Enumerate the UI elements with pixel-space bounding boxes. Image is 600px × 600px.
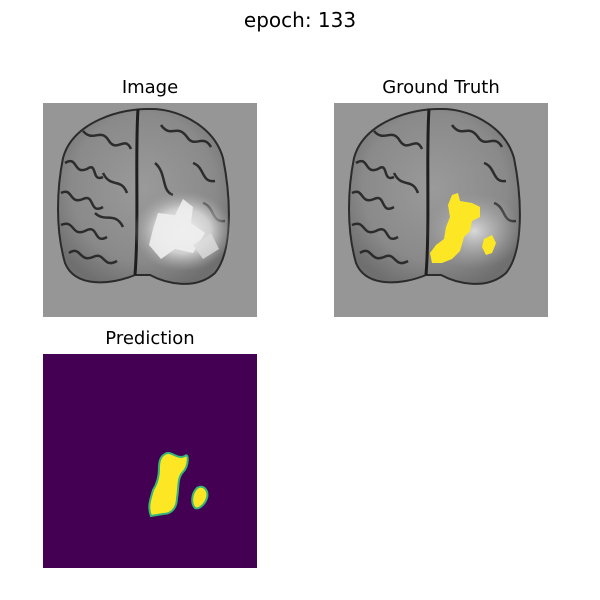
- figure-title: epoch: 133: [243, 8, 357, 32]
- panel-title-ground-truth: Ground Truth: [382, 77, 500, 98]
- mri-slice-image: [43, 103, 257, 317]
- ground-truth-panel: [334, 103, 548, 317]
- panel-title-image: Image: [121, 77, 179, 98]
- predicted-secondary-lesion: [191, 485, 209, 510]
- prediction-panel: [43, 354, 257, 568]
- mri-image-panel: [43, 103, 257, 317]
- prediction-image: [43, 354, 257, 568]
- ground-truth-image: [334, 103, 548, 317]
- panel-title-prediction: Prediction: [105, 328, 195, 349]
- ground-truth-lesion-mask: [430, 193, 480, 263]
- predicted-lesion-mask: [148, 452, 189, 518]
